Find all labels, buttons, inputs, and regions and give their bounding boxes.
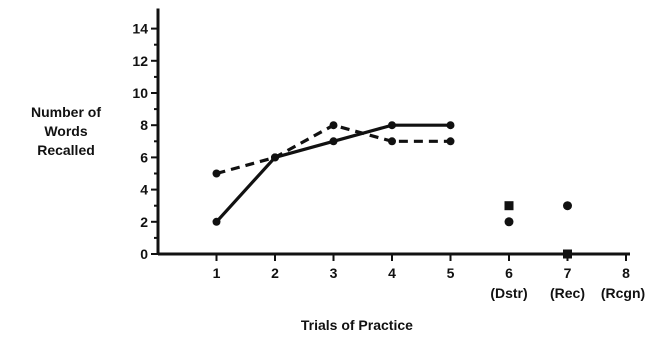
x-tick-label: 2: [271, 265, 279, 281]
dashed-series-point: [212, 169, 221, 178]
x-tick-label: 3: [330, 265, 338, 281]
x-sublabel: (Dstr): [490, 285, 527, 301]
solid-series-point: [212, 217, 221, 226]
y-tick-label: 14: [132, 21, 148, 37]
square-point: [563, 249, 572, 259]
y-tick-label: 4: [140, 182, 148, 198]
y-axis-title-line: Recalled: [37, 142, 95, 158]
y-tick-label: 6: [140, 149, 148, 165]
dashed-series-point: [271, 153, 279, 162]
dashed-series-point: [329, 121, 338, 130]
x-sublabel: (Rec): [550, 285, 585, 301]
axes: [151, 8, 630, 261]
x-sublabel: (Rcgn): [601, 285, 645, 301]
y-tick-label: 8: [140, 117, 148, 133]
x-tick-label: 6: [505, 265, 513, 281]
solid-series-point: [329, 137, 338, 146]
x-tick-label: 7: [564, 265, 572, 281]
y-tick-label: 0: [140, 246, 148, 262]
x-tick-label: 5: [447, 265, 455, 281]
solid-series-point: [446, 121, 455, 130]
data-points: [212, 121, 572, 259]
x-tick-label: 1: [213, 265, 221, 281]
y-axis-title-line: Number of: [31, 104, 101, 120]
x-axis-title: Trials of Practice: [301, 317, 413, 333]
circle-point: [504, 217, 514, 227]
y-tick-label: 2: [140, 214, 148, 230]
x-tick-label: 4: [388, 265, 396, 281]
x-tick-label: 8: [622, 265, 630, 281]
circle-point: [563, 201, 572, 211]
dashed-series-point: [388, 137, 396, 146]
y-tick-label: 10: [132, 85, 148, 101]
square-point: [504, 201, 514, 211]
y-tick-label: 12: [132, 53, 148, 69]
solid-series-point: [388, 121, 396, 130]
dashed-series-line: [216, 123, 451, 176]
dashed-series-point: [446, 137, 455, 146]
y-axis-title-line: Words: [44, 123, 88, 139]
